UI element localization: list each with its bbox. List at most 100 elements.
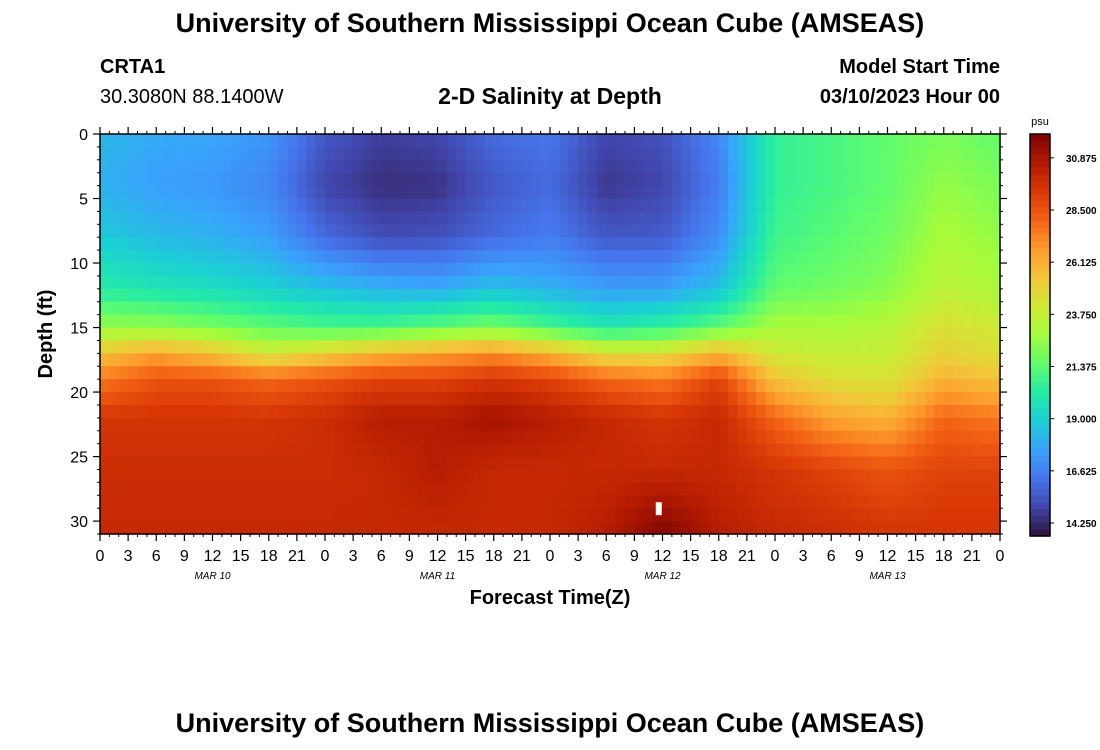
heatmap-cell xyxy=(934,340,945,354)
colorbar-segment xyxy=(1030,167,1050,175)
heatmap-cell xyxy=(681,508,692,522)
heatmap-cell xyxy=(765,443,776,458)
heatmap-cell xyxy=(634,392,645,406)
heatmap-cell xyxy=(287,327,298,342)
heatmap-cell xyxy=(840,469,851,483)
heatmap-cell xyxy=(456,275,467,290)
heatmap-cell xyxy=(175,211,185,225)
heatmap-cell xyxy=(437,224,448,238)
heatmap-cell xyxy=(287,134,298,148)
heatmap-cell xyxy=(343,379,354,393)
heatmap-cell xyxy=(465,275,476,290)
heatmap-cell xyxy=(775,482,785,496)
heatmap-cell xyxy=(250,340,260,354)
heatmap-cell xyxy=(109,392,120,406)
heatmap-cell xyxy=(878,159,889,174)
heatmap-cell xyxy=(906,392,917,406)
heatmap-cell xyxy=(662,237,673,251)
heatmap-cell xyxy=(493,159,504,174)
heatmap-cell xyxy=(700,443,710,458)
heatmap-cell xyxy=(812,353,823,367)
heatmap-cell xyxy=(381,224,392,238)
heatmap-cell xyxy=(887,417,898,432)
heatmap-cell xyxy=(803,482,814,496)
heatmap-cell xyxy=(109,301,120,316)
heatmap-cell xyxy=(446,185,457,200)
heatmap-cell xyxy=(671,275,682,290)
heatmap-cell xyxy=(268,185,279,200)
heatmap-cell xyxy=(606,340,617,354)
heatmap-cell xyxy=(981,185,992,200)
heatmap-cell xyxy=(737,146,748,161)
heatmap-cell xyxy=(493,327,504,342)
heatmap-cell xyxy=(203,172,214,187)
heatmap-cell xyxy=(353,469,364,483)
heatmap-cell xyxy=(221,392,232,406)
heatmap-cell xyxy=(550,159,560,174)
heatmap-cell xyxy=(484,521,495,535)
heatmap-cell xyxy=(896,211,907,225)
heatmap-cell xyxy=(371,211,382,225)
heatmap-cell xyxy=(990,469,1001,483)
heatmap-cell xyxy=(587,456,598,471)
heatmap-cell xyxy=(109,250,120,264)
heatmap-cell xyxy=(118,456,129,471)
heatmap-cell xyxy=(971,237,982,251)
heatmap-cell xyxy=(737,198,748,213)
heatmap-cell xyxy=(578,521,589,535)
heatmap-cell xyxy=(962,392,973,406)
heatmap-cell xyxy=(475,392,485,406)
heatmap-cell xyxy=(671,198,682,213)
heatmap-cell xyxy=(906,508,917,522)
heatmap-cell xyxy=(775,456,785,471)
heatmap-cell xyxy=(775,314,785,329)
heatmap-cell xyxy=(606,146,617,161)
heatmap-cell xyxy=(850,508,860,522)
heatmap-cell xyxy=(887,134,898,148)
heatmap-cell xyxy=(446,172,457,187)
y-axis-label: Depth (ft) xyxy=(35,290,57,379)
heatmap-cell xyxy=(831,327,842,342)
heatmap-cell xyxy=(512,134,523,148)
heatmap-cell xyxy=(400,417,410,432)
heatmap-cell xyxy=(878,314,889,329)
heatmap-cell xyxy=(756,275,767,290)
heatmap-cell xyxy=(550,237,560,251)
heatmap-cell xyxy=(100,314,110,329)
heatmap-cell xyxy=(334,469,345,483)
heatmap-cell xyxy=(840,327,851,342)
heatmap-cell xyxy=(371,469,382,483)
heatmap-cell xyxy=(812,327,823,342)
heatmap-cell xyxy=(793,366,804,380)
heatmap-cell xyxy=(868,301,879,316)
heatmap-cell xyxy=(850,392,860,406)
heatmap-cell xyxy=(990,508,1001,522)
heatmap-cell xyxy=(268,275,279,290)
heatmap-cell xyxy=(971,327,982,342)
heatmap-cell xyxy=(625,327,635,342)
heatmap-cell xyxy=(306,340,317,354)
heatmap-cell xyxy=(878,379,889,393)
heatmap-cell xyxy=(109,353,120,367)
heatmap-cell xyxy=(456,443,467,458)
heatmap-cell xyxy=(831,250,842,264)
heatmap-cell xyxy=(493,275,504,290)
heatmap-cell xyxy=(878,224,889,238)
heatmap-cell xyxy=(868,379,879,393)
heatmap-cell xyxy=(840,456,851,471)
heatmap-cell xyxy=(221,263,232,277)
heatmap-cell xyxy=(400,237,410,251)
heatmap-cell xyxy=(475,353,485,367)
x-tick-label: 12 xyxy=(204,548,222,565)
heatmap-cell xyxy=(596,521,607,535)
date-label: MAR 10 xyxy=(194,571,231,582)
heatmap-cell xyxy=(700,495,710,509)
heatmap-cell xyxy=(746,314,757,329)
heatmap-cell xyxy=(887,495,898,509)
heatmap-cell xyxy=(540,456,551,471)
heatmap-cell xyxy=(390,198,401,213)
heatmap-cell xyxy=(606,172,617,187)
heatmap-cell xyxy=(362,134,373,148)
heatmap-cell xyxy=(606,508,617,522)
heatmap-cell xyxy=(475,379,485,393)
